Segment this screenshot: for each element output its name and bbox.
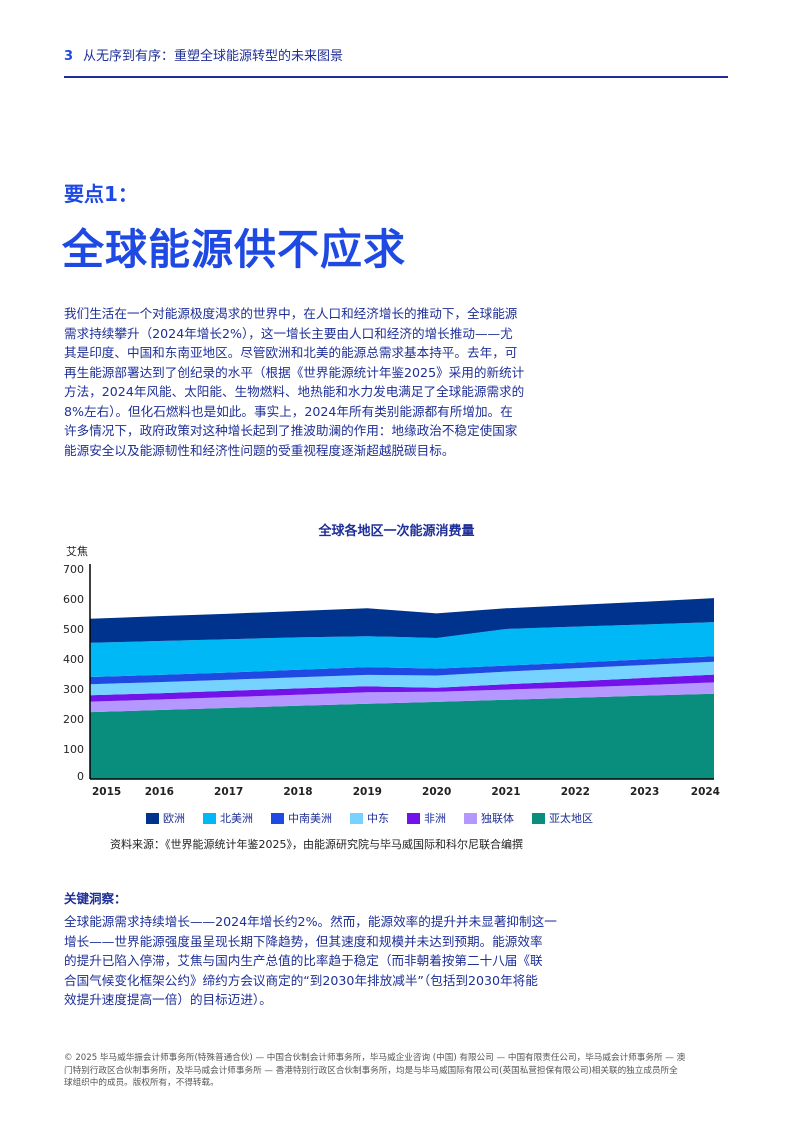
area-series-1 <box>90 682 714 713</box>
insight-heading: 关键洞察： <box>64 891 127 906</box>
intro-paragraph: 我们生活在一个对能源极度渴求的世界中，在人口和经济增长的推动下，全球能源 需求持续… <box>64 304 524 460</box>
x-tick-label: 2023 <box>630 786 659 798</box>
text-line: 合国气候变化框架公约》缔约方会议商定的“到2030年排放减半”（包括到2030年… <box>64 972 538 988</box>
area-series-3 <box>90 661 714 696</box>
y-tick-label: 600 <box>63 593 84 606</box>
text-line: 的提升已陷入停滞，艾焦与国内生产总值的比率趋于稳定（而非朝着按第二十八届《联 <box>64 953 543 968</box>
legend-swatch <box>271 812 284 824</box>
text-line: 效提升速度提高一倍）的目标迈进）。 <box>64 992 272 1007</box>
text-line: 球组织中的成员。版权所有，不得转载。 <box>64 1078 219 1088</box>
legend-label: 中南美洲 <box>288 812 332 825</box>
y-tick-label: 0 <box>77 770 84 783</box>
legend-swatch <box>464 812 477 824</box>
page-number: 3 <box>64 49 74 64</box>
area-chart: 艾焦 0 100 200 300 400 500 600 700 2015 2016 2017 2018… <box>63 545 720 798</box>
text-line: 能源安全以及能源韧性和经济性问题的受重视程度逐渐超越脱碳目标。 <box>64 442 455 458</box>
chart-source: 资料来源：《世界能源统计年鉴2025》，由能源研究院与毕马威国际和科尔尼联合编撰 <box>110 838 523 851</box>
legend-item: 亚太地区 <box>532 810 593 826</box>
y-tick-label: 500 <box>63 623 84 636</box>
legend-swatch <box>146 812 159 824</box>
text-line: 许多情况下，政府政策对这种增长起到了推波助澜的作用：地缘政治不稳定使国家 <box>64 423 518 438</box>
legend-label: 非洲 <box>424 812 446 825</box>
x-tick-label: 2022 <box>561 786 590 798</box>
y-tick-label: 200 <box>63 713 84 726</box>
text-line: 其是印度、中国和东南亚地区。尽管欧洲和北美的能源总需求基本持平。去年，可 <box>64 345 518 360</box>
legend-label: 北美洲 <box>220 812 253 825</box>
x-tick-label: 2015 <box>92 786 121 798</box>
legend-swatch <box>407 812 420 824</box>
legend-item: 非洲 <box>407 810 446 826</box>
header-title: 从无序到有序：重塑全球能源转型的未来图景 <box>83 49 344 64</box>
legend-label: 中东 <box>367 812 389 825</box>
chart-legend: 欧洲 北美洲 中南美洲 中东 非洲 独联体 亚太地区 <box>146 810 611 826</box>
y-tick-label: 100 <box>63 743 84 756</box>
text-line: 方法，2024年风能、太阳能、生物燃料、地热能和水力发电满足了全球能源需求的 <box>64 384 525 399</box>
legend-item: 欧洲 <box>146 810 185 826</box>
y-tick-label: 400 <box>63 653 84 666</box>
legend-item: 北美洲 <box>203 810 253 826</box>
x-tick-label: 2018 <box>283 786 312 798</box>
area-series-0 <box>90 693 714 779</box>
legend-swatch <box>203 812 216 824</box>
y-tick-label: 300 <box>63 683 84 696</box>
text-line: 全球能源需求持续增长——2024年增长约2%。然而，能源效率的提升并未显著抑制这… <box>64 914 557 929</box>
area-series-6 <box>90 598 714 643</box>
legend-label: 欧洲 <box>163 812 185 825</box>
area-series-5 <box>90 622 714 677</box>
legend-swatch <box>350 812 363 824</box>
text-line: 门特别行政区合伙制事务所，及毕马威会计师事务所 — 香港特别行政区合伙制事务所，… <box>64 1065 678 1076</box>
text-line: 再生能源部署达到了创纪录的水平（根据《世界能源统计年鉴2025》采用的新统计 <box>64 364 525 380</box>
chart-title: 全球各地区一次能源消费量 <box>318 524 475 539</box>
header-divider <box>64 76 728 78</box>
insight-paragraph: 全球能源需求持续增长——2024年增长约2%。然而，能源效率的提升并未显著抑制这… <box>64 912 557 1010</box>
copyright-footer: © 2025 毕马威华振会计师事务所(特殊普通合伙) — 中国合伙制会计师事务所… <box>64 1052 685 1090</box>
x-tick-label: 2017 <box>214 786 243 798</box>
area-series-4 <box>90 656 714 685</box>
x-tick-label: 2024 <box>691 786 720 798</box>
x-tick-label: 2019 <box>353 786 382 798</box>
legend-label: 独联体 <box>481 812 514 825</box>
x-tick-label: 2020 <box>422 786 451 798</box>
legend-item: 中东 <box>350 810 389 826</box>
text-line: 8%左右）。但化石燃料也是如此。事实上，2024年所有类别能源都有所增加。在 <box>64 403 513 419</box>
legend-item: 独联体 <box>464 810 514 826</box>
text-line: 需求持续攀升（2024年增长2%），这一增长主要由人口和经济的增长推动——尤 <box>64 325 513 341</box>
legend-swatch <box>532 812 545 824</box>
y-axis-label: 艾焦 <box>66 545 88 558</box>
x-tick-label: 2021 <box>491 786 520 798</box>
text-line: © 2025 毕马威华振会计师事务所(特殊普通合伙) — 中国合伙制会计师事务所… <box>64 1053 686 1063</box>
section-kicker: 要点1： <box>64 182 138 206</box>
text-line: 我们生活在一个对能源极度渴求的世界中，在人口和经济增长的推动下，全球能源 <box>64 306 518 321</box>
page-title: 全球能源供不应求 <box>62 225 407 274</box>
running-header: 3 从无序到有序：重塑全球能源转型的未来图景 <box>64 45 343 64</box>
legend-label: 亚太地区 <box>549 812 593 825</box>
legend-item: 中南美洲 <box>271 810 332 826</box>
x-tick-label: 2016 <box>145 786 174 798</box>
text-line: 增长——世界能源强度虽呈现长期下降趋势，但其速度和规模并未达到预期。能源效率 <box>64 933 543 949</box>
y-tick-label: 700 <box>63 563 84 576</box>
area-series-2 <box>90 674 714 702</box>
